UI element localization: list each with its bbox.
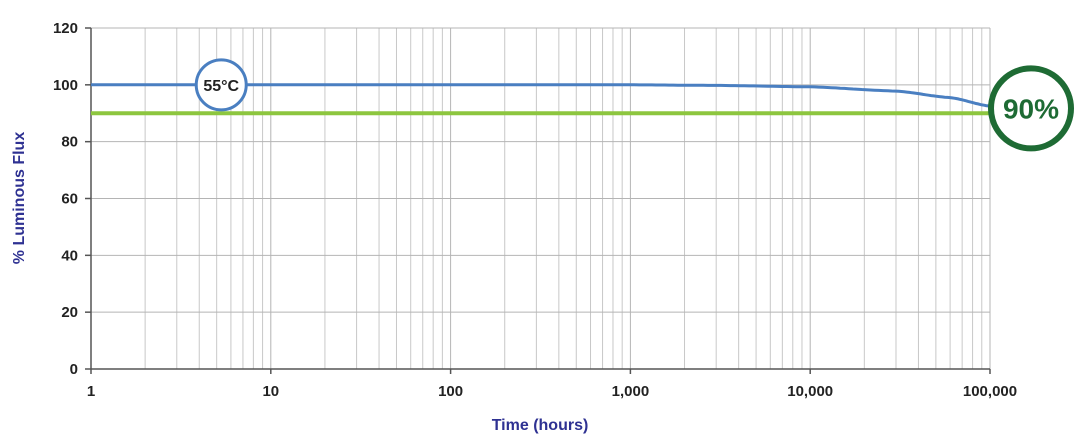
- series-line: [91, 83, 991, 108]
- y-tick-label: 120: [53, 20, 78, 37]
- x-tick-label: 10,000: [787, 383, 833, 400]
- temperature-badge: [194, 58, 248, 112]
- y-tick-label: 20: [61, 304, 78, 321]
- y-axis-title: % Luminous Flux: [11, 132, 28, 265]
- result-badge-label: 90%: [1003, 93, 1059, 124]
- result-badge: [988, 65, 1074, 152]
- x-axis-title: Time (hours): [492, 417, 589, 434]
- y-tick-label: 40: [61, 247, 78, 264]
- x-tick-label: 10: [262, 383, 279, 400]
- y-tick-label: 100: [53, 77, 78, 94]
- x-tick-label: 1,000: [612, 383, 650, 400]
- series-group: [91, 83, 991, 108]
- x-tick-label: 100,000: [963, 383, 1017, 400]
- x-tick-labels: 1 10 100 1,000 10,000 100,000: [87, 383, 1017, 400]
- x-tick-label: 100: [438, 383, 463, 400]
- y-tick-label: 60: [61, 191, 78, 208]
- x-tick-label: 1: [87, 383, 95, 400]
- annotations: 55°C 90%: [194, 58, 1074, 152]
- y-tick-label: 0: [70, 361, 78, 378]
- y-tick-labels: 0 20 40 60 80 100 120: [53, 20, 78, 378]
- y-tick-label: 80: [61, 134, 78, 151]
- temperature-badge-label: 55°C: [203, 78, 239, 95]
